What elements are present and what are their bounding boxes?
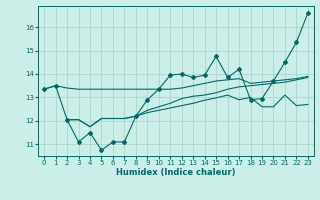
X-axis label: Humidex (Indice chaleur): Humidex (Indice chaleur) — [116, 168, 236, 177]
